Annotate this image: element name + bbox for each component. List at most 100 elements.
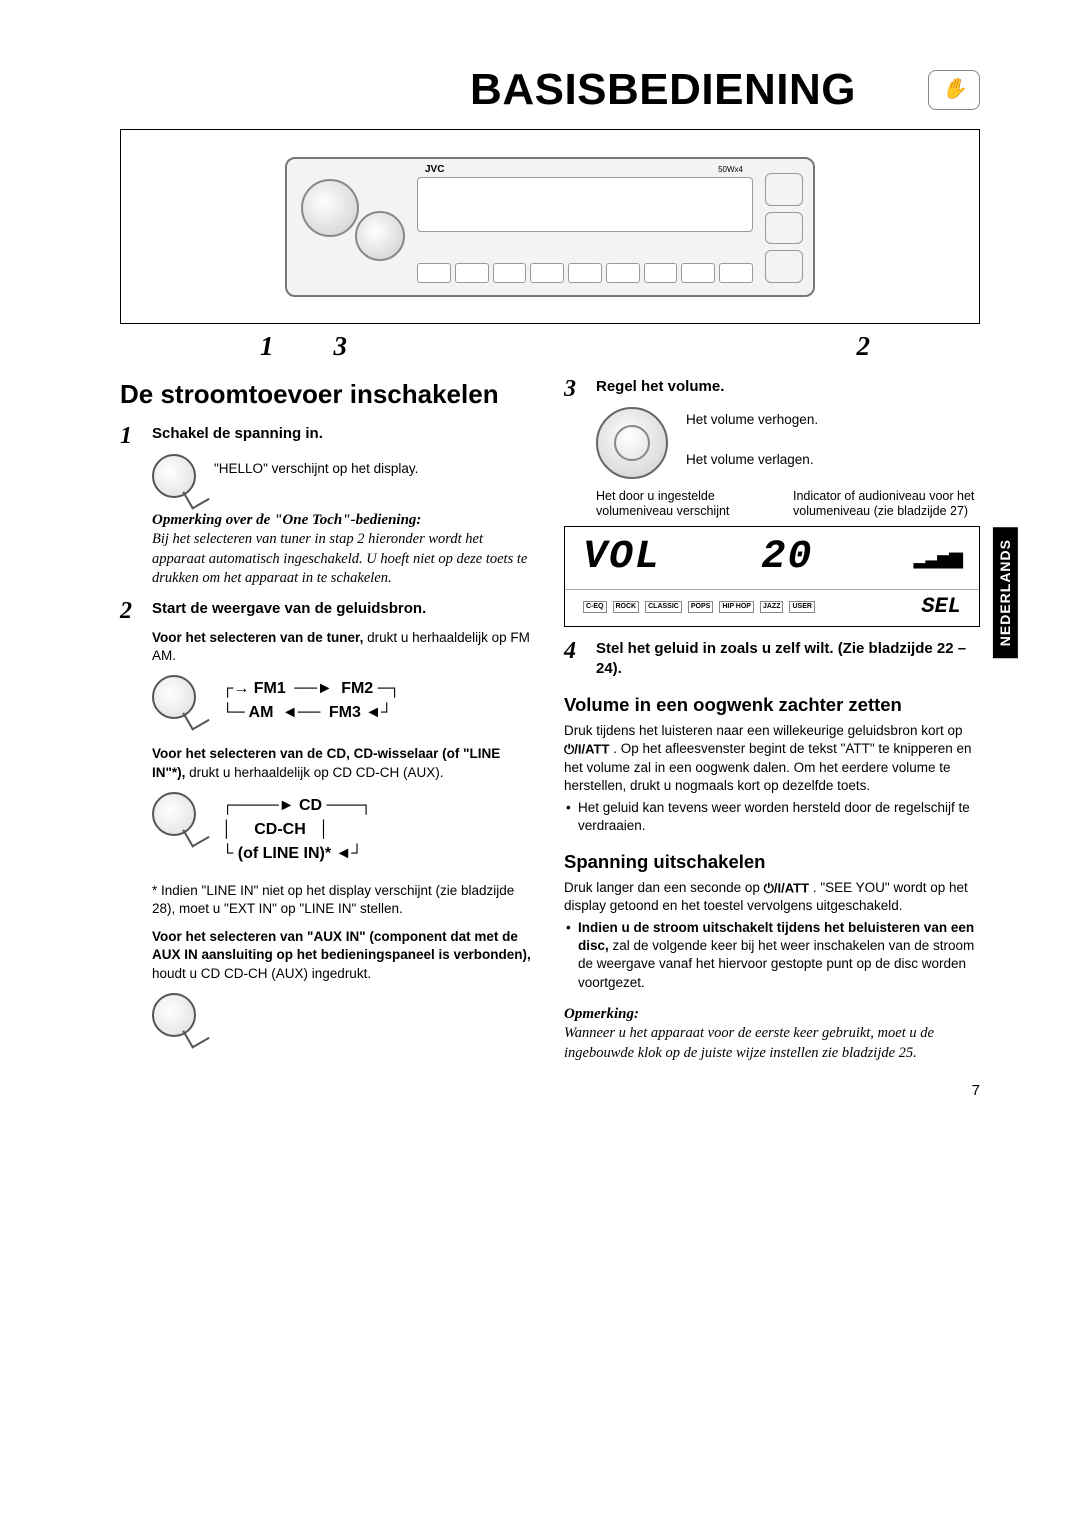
note1-body: Bij het selecteren van tuner in stap 2 h… xyxy=(152,530,536,589)
brand-label: JVC xyxy=(425,163,444,177)
eq-a: C-EQ xyxy=(583,601,607,612)
step-4-title: Stel het geluid in zoals u zelf wilt. (Z… xyxy=(596,639,980,680)
left-column: De stroomtoevoer inschakelen 1 Schakel d… xyxy=(120,377,536,1063)
note2-title: Opmerking: xyxy=(564,1004,980,1024)
radio-screen xyxy=(417,177,753,232)
right-column: 3 Regel het volume. Het volume verhogen.… xyxy=(564,377,980,1063)
cd-text: drukt u herhaaldelijk op CD CD-CH (AUX). xyxy=(185,765,443,780)
aux-line: Voor het selecteren van "AUX IN" (compon… xyxy=(152,928,536,983)
language-tab: NEDERLANDS xyxy=(993,527,1018,658)
step-3-num: 3 xyxy=(564,377,586,401)
radio-right-buttons xyxy=(765,173,803,283)
quick-vol-body2: . Op het afleesvenster begint de tekst "… xyxy=(564,741,971,792)
power-off-bullet-text: zal de volgende keer bij het weer inscha… xyxy=(578,938,974,989)
step-4: 4 Stel het geluid in zoals u zelf wilt. … xyxy=(564,639,980,680)
power-button-icon xyxy=(152,454,196,498)
callout-right: Indicator of audioniveau voor het volume… xyxy=(793,489,980,520)
flow-am: AM xyxy=(249,704,274,721)
step-2-num: 2 xyxy=(120,599,142,623)
note2-body: Wanneer u het apparaat voor de eerste ke… xyxy=(564,1024,980,1063)
flow-cdch: CD-CH xyxy=(254,821,306,838)
power-off-heading: Spanning uitschakelen xyxy=(564,850,980,875)
power-off-bullets: Indien u de stroom uitschakelt tijdens h… xyxy=(564,919,980,992)
radio-knob-left2 xyxy=(355,211,405,261)
power-off-body: Druk langer dan een seconde op ⏻/I/ATT .… xyxy=(564,879,980,915)
page-title: BASISBEDIENING xyxy=(470,60,856,119)
power-att-glyph: ⏻/I/ATT xyxy=(564,742,609,757)
eq-d: POPS xyxy=(688,601,713,612)
lcd-vol: VOL xyxy=(583,531,661,585)
linein-footnote: * Indien "LINE IN" niet op het display v… xyxy=(152,882,536,918)
vol-up-text: Het volume verhogen. xyxy=(686,411,980,429)
power-off-body1: Druk langer dan een seconde op xyxy=(564,880,764,895)
step-1-title: Schakel de spanning in. xyxy=(152,424,536,444)
power-att-glyph-2: ⏻/I/ATT xyxy=(764,880,809,895)
eq-labels: C-EQ ROCK CLASSIC POPS HIP HOP JAZZ USER xyxy=(583,601,815,612)
eq-e: HIP HOP xyxy=(719,601,754,612)
aux-label: Voor het selecteren van "AUX IN" (compon… xyxy=(152,929,531,962)
lcd-val: 20 xyxy=(761,531,813,585)
flow-linein: (of LINE IN)* xyxy=(238,845,331,862)
quick-vol-bullets: Het geluid kan tevens weer worden herste… xyxy=(564,799,980,835)
title-row: BASISBEDIENING ✋ xyxy=(100,60,1000,119)
quick-vol-bullet1: Het geluid kan tevens weer worden herste… xyxy=(564,799,980,835)
flow-fm2: FM2 xyxy=(341,680,373,697)
tuner-label: Voor het selecteren van de tuner, xyxy=(152,630,363,645)
vol-down-text: Het volume verlagen. xyxy=(686,451,980,469)
left-heading: De stroomtoevoer inschakelen xyxy=(120,377,536,412)
cd-button-icon xyxy=(152,792,196,836)
step-1-text: "HELLO" verschijnt op het display. xyxy=(214,454,418,478)
step-2-title: Start de weergave van de geluidsbron. xyxy=(152,599,536,619)
flow-fm3: FM3 xyxy=(329,704,361,721)
eq-g: USER xyxy=(789,601,814,612)
fm-flow-row: ┌→ FM1 ──► FM2 ─┐ └─ AM ◄── FM3 ◄┘ xyxy=(152,671,536,735)
flow-cd: CD xyxy=(299,797,322,814)
step-1-num: 1 xyxy=(120,424,142,448)
display-callouts: Het door u ingestelde volumeniveau versc… xyxy=(596,489,980,520)
step-3-title: Regel het volume. xyxy=(596,377,980,397)
eq-c: CLASSIC xyxy=(645,601,682,612)
cd-flow: ┌────► CD ───┐ │ CD-CH │ └ (of LINE IN)*… xyxy=(222,794,372,866)
hero-step-1: 1 xyxy=(260,328,274,364)
display-top: VOL 20 ▂▃▅▆ xyxy=(565,527,979,590)
radio-knob-left xyxy=(301,179,359,237)
cd-line: Voor het selecteren van de CD, CD-wissel… xyxy=(152,745,536,781)
aux-icon-row xyxy=(152,993,536,1037)
radio-unit: JVC 50Wx4 xyxy=(285,157,815,297)
note1-title: Opmerking over de "One Toch"-bediening: xyxy=(152,510,536,530)
quick-vol-body1: Druk tijdens het luisteren naar een will… xyxy=(564,723,962,738)
quick-vol-heading: Volume in een oogwenk zachter zetten xyxy=(564,693,980,718)
eq-f: JAZZ xyxy=(760,601,784,612)
hero-step-2: 2 xyxy=(857,328,871,364)
hand-icon: ✋ xyxy=(928,70,980,110)
sel-label: SEL xyxy=(921,592,961,622)
step-1-icon-row: "HELLO" verschijnt op het display. xyxy=(152,454,536,498)
volume-dial-row: Het volume verhogen. Het volume verlagen… xyxy=(596,407,980,479)
step-4-num: 4 xyxy=(564,639,586,680)
power-label: 50Wx4 xyxy=(718,165,743,176)
eq-b: ROCK xyxy=(613,601,640,612)
step-2: 2 Start de weergave van de geluidsbron. xyxy=(120,599,536,623)
hero-illustration: JVC 50Wx4 xyxy=(120,129,980,324)
callout-left: Het door u ingestelde volumeniveau versc… xyxy=(596,489,783,520)
power-off-bullet1: Indien u de stroom uitschakelt tijdens h… xyxy=(564,919,980,992)
fm-flow: ┌→ FM1 ──► FM2 ─┐ └─ AM ◄── FM3 ◄┘ xyxy=(222,677,400,725)
aux-text: houdt u CD CD-CH (AUX) ingedrukt. xyxy=(152,966,371,981)
content-columns: NEDERLANDS De stroomtoevoer inschakelen … xyxy=(120,377,980,1063)
display-panel: VOL 20 ▂▃▅▆ C-EQ ROCK CLASSIC POPS HIP H… xyxy=(564,526,980,627)
cd-button-icon-2 xyxy=(152,993,196,1037)
tuner-line: Voor het selecteren van de tuner, drukt … xyxy=(152,629,536,665)
cd-flow-row: ┌────► CD ───┐ │ CD-CH │ └ (of LINE IN)*… xyxy=(152,788,536,876)
page-number: 7 xyxy=(100,1081,980,1101)
step-1: 1 Schakel de spanning in. xyxy=(120,424,536,448)
level-bars-icon: ▂▃▅▆ xyxy=(914,546,961,570)
step-3: 3 Regel het volume. xyxy=(564,377,980,401)
display-bot: C-EQ ROCK CLASSIC POPS HIP HOP JAZZ USER… xyxy=(565,590,979,626)
fm-am-button-icon xyxy=(152,675,196,719)
volume-dial-icon xyxy=(596,407,668,479)
hero-step-numbers: 1 3 2 xyxy=(120,328,980,364)
quick-vol-body: Druk tijdens het luisteren naar een will… xyxy=(564,722,980,795)
radio-button-row xyxy=(417,263,753,283)
hero-step-3: 3 xyxy=(334,328,348,364)
flow-fm1: FM1 xyxy=(254,680,286,697)
